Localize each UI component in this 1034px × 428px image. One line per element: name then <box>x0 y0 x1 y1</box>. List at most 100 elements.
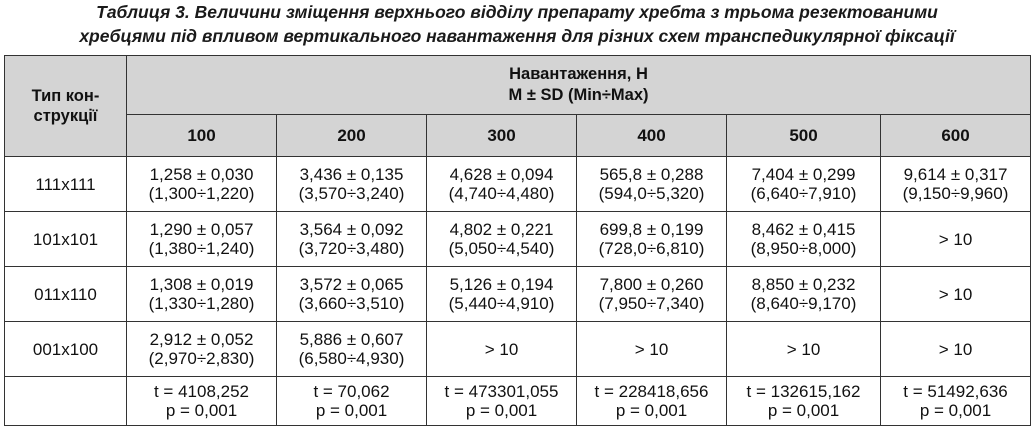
load-column-header: 100 <box>126 114 277 157</box>
value-cell: > 10 <box>879 211 1032 267</box>
value-cell: 8,462 ± 0,415 (8,950÷8,000) <box>726 211 881 267</box>
t-value: t = 4108,252 <box>153 382 249 401</box>
displacement-table: Тип кон- струкції Навантаження, Н M ± SD… <box>4 55 1032 426</box>
type-header-line-1: Тип кон- <box>31 87 100 105</box>
table-row: 011x110 1,308 ± 0,019 (1,330÷1,280) 3,572 ±… <box>4 266 1032 322</box>
t-value: t = 70,062 <box>313 382 390 401</box>
mean-sd-value: 1,258 ± 0,030 <box>149 165 254 184</box>
table-header: Тип кон- струкції Навантаження, Н M ± SD… <box>4 55 1032 157</box>
value-cell: 1,258 ± 0,030 (1,300÷1,220) <box>126 156 277 212</box>
caption-line-2: хребцями під впливом вертикального наван… <box>79 26 955 46</box>
type-header: Тип кон- струкції <box>4 55 127 157</box>
value-cell: 7,404 ± 0,299 (6,640÷7,910) <box>726 156 881 212</box>
value-cell: > 10 <box>726 321 881 377</box>
value-cell: 4,628 ± 0,094 (4,740÷4,480) <box>426 156 577 212</box>
min-max-range: (3,720÷3,480) <box>298 239 405 258</box>
p-value: p = 0,001 <box>315 401 388 420</box>
value-cell: 3,436 ± 0,135 (3,570÷3,240) <box>276 156 427 212</box>
type-header-line-2: струкції <box>33 107 98 125</box>
value-cell: > 10 <box>576 321 727 377</box>
mean-sd-value: 3,572 ± 0,065 <box>299 275 404 294</box>
min-max-range: (1,300÷1,220) <box>148 184 255 203</box>
construction-type-cell: 011x110 <box>4 266 127 322</box>
min-max-range: (6,640÷7,910) <box>750 184 857 203</box>
min-max-range: (9,150÷9,960) <box>902 184 1009 203</box>
min-max-range: (8,950÷8,000) <box>750 239 857 258</box>
min-max-range: (594,0÷5,320) <box>598 184 705 203</box>
load-column-header: 200 <box>276 114 427 157</box>
p-value: p = 0,001 <box>165 401 238 420</box>
mean-sd-value: 2,912 ± 0,052 <box>149 330 254 349</box>
t-value: t = 228418,656 <box>594 382 709 401</box>
p-value: p = 0,001 <box>919 401 992 420</box>
min-max-range: (3,570÷3,240) <box>298 184 405 203</box>
mean-sd-value: > 10 <box>484 339 519 359</box>
min-max-range: (1,330÷1,280) <box>148 294 255 313</box>
table-row: 001x100 2,912 ± 0,052 (2,970÷2,830) 5,886 ±… <box>4 321 1032 377</box>
value-cell: > 10 <box>879 321 1032 377</box>
value-cell: 4,802 ± 0,221 (5,050÷4,540) <box>426 211 577 267</box>
mean-sd-value: 5,126 ± 0,194 <box>449 275 554 294</box>
mean-sd-value: > 10 <box>938 339 973 359</box>
mean-sd-value: 5,886 ± 0,607 <box>299 330 404 349</box>
value-cell: > 10 <box>426 321 577 377</box>
load-column-header: 600 <box>879 114 1032 157</box>
value-cell: 1,290 ± 0,057 (1,380÷1,240) <box>126 211 277 267</box>
value-cell: 565,8 ± 0,288 (594,0÷5,320) <box>576 156 727 212</box>
load-column-header: 300 <box>426 114 577 157</box>
value-cell: 2,912 ± 0,052 (2,970÷2,830) <box>126 321 277 377</box>
statistics-cell: t = 228418,656 p = 0,001 <box>576 376 727 426</box>
mean-sd-value: > 10 <box>786 339 821 359</box>
min-max-range: (7,950÷7,340) <box>598 294 705 313</box>
min-max-range: (5,440÷4,910) <box>448 294 555 313</box>
min-max-range: (2,970÷2,830) <box>148 349 255 368</box>
min-max-range: (5,050÷4,540) <box>448 239 555 258</box>
mean-sd-value: 3,436 ± 0,135 <box>299 165 404 184</box>
caption-line-1: Таблиця 3. Величини зміщення верхнього в… <box>96 2 938 22</box>
table-row: 101x101 1,290 ± 0,057 (1,380÷1,240) 3,564 ±… <box>4 211 1032 267</box>
mean-sd-value: 1,290 ± 0,057 <box>149 220 254 239</box>
construction-type-cell: 001x100 <box>4 321 127 377</box>
value-cell: 5,126 ± 0,194 (5,440÷4,910) <box>426 266 577 322</box>
mean-sd-value: 3,564 ± 0,092 <box>299 220 404 239</box>
load-column-header: 500 <box>726 114 881 157</box>
table-body: 111x111 1,258 ± 0,030 (1,300÷1,220) 3,436 ±… <box>4 156 1032 426</box>
min-max-range: (728,0÷6,810) <box>598 239 705 258</box>
statistics-cell: t = 473301,055 p = 0,001 <box>426 376 577 426</box>
mean-sd-value: 699,8 ± 0,199 <box>599 220 704 239</box>
min-max-range: (1,380÷1,240) <box>148 239 255 258</box>
mean-sd-value: 8,462 ± 0,415 <box>751 220 856 239</box>
load-label: Навантаження, Н <box>509 65 648 83</box>
load-column-header: 400 <box>576 114 727 157</box>
value-cell: > 10 <box>879 266 1032 322</box>
statistics-cell: t = 70,062 p = 0,001 <box>276 376 427 426</box>
mean-sd-value: 7,800 ± 0,260 <box>599 275 704 294</box>
value-cell: 3,572 ± 0,065 (3,660÷3,510) <box>276 266 427 322</box>
statistics-row: t = 4108,252 p = 0,001 t = 70,062 p = 0,001… <box>4 376 1032 426</box>
statistics-label-cell <box>4 376 127 426</box>
t-value: t = 473301,055 <box>444 382 559 401</box>
statistics-cell: t = 132615,162 p = 0,001 <box>726 376 881 426</box>
min-max-range: (3,660÷3,510) <box>298 294 405 313</box>
mean-sd-value: > 10 <box>938 229 973 249</box>
mean-sd-value: > 10 <box>938 284 973 304</box>
mean-sd-value: 565,8 ± 0,288 <box>599 165 704 184</box>
value-cell: 3,564 ± 0,092 (3,720÷3,480) <box>276 211 427 267</box>
mean-sd-value: 9,614 ± 0,317 <box>903 165 1008 184</box>
statistics-cell: t = 4108,252 p = 0,001 <box>126 376 277 426</box>
value-cell: 699,8 ± 0,199 (728,0÷6,810) <box>576 211 727 267</box>
t-value: t = 51492,636 <box>903 382 1008 401</box>
value-cell: 7,800 ± 0,260 (7,950÷7,340) <box>576 266 727 322</box>
value-cell: 9,614 ± 0,317 (9,150÷9,960) <box>879 156 1032 212</box>
mean-sd-value: 4,802 ± 0,221 <box>449 220 554 239</box>
min-max-range: (8,640÷9,170) <box>750 294 857 313</box>
mean-sd-value: 8,850 ± 0,232 <box>751 275 856 294</box>
mean-sd-value: 4,628 ± 0,094 <box>449 165 554 184</box>
p-value: p = 0,001 <box>767 401 840 420</box>
value-cell: 5,886 ± 0,607 (6,580÷4,930) <box>276 321 427 377</box>
p-value: p = 0,001 <box>615 401 688 420</box>
table-caption: Таблиця 3. Величини зміщення верхнього в… <box>0 0 1034 48</box>
construction-type-cell: 111x111 <box>4 156 127 212</box>
value-cell: 8,850 ± 0,232 (8,640÷9,170) <box>726 266 881 322</box>
t-value: t = 132615,162 <box>746 382 861 401</box>
